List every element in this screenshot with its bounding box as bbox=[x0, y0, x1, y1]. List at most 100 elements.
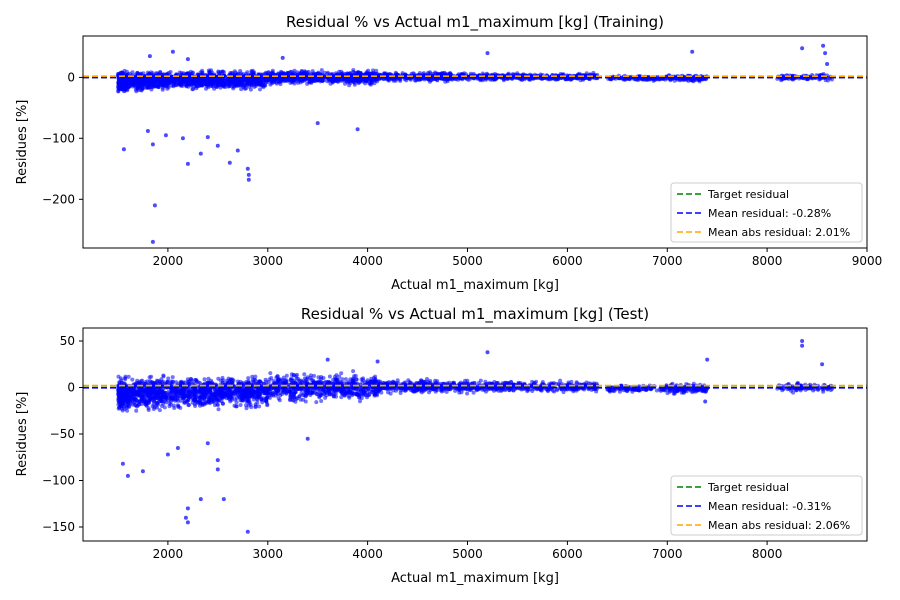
scatter-point bbox=[355, 127, 360, 132]
scatter-point bbox=[227, 83, 232, 88]
scatter-point bbox=[246, 394, 251, 399]
x-axis-label: Actual m1_maximum [kg] bbox=[391, 278, 559, 293]
scatter-point bbox=[201, 81, 206, 86]
scatter-point bbox=[246, 177, 251, 182]
scatter-point bbox=[160, 72, 165, 77]
legend: Target residual Mean residual: -0.28% Me… bbox=[670, 182, 863, 243]
scatter-point bbox=[121, 147, 126, 152]
scatter-point bbox=[690, 49, 695, 54]
scatter-point bbox=[186, 394, 191, 399]
scatter-point bbox=[147, 392, 152, 397]
scatter-point bbox=[185, 71, 190, 76]
scatter-point bbox=[161, 78, 166, 83]
scatter-point bbox=[197, 399, 202, 404]
scatter-point bbox=[145, 129, 150, 133]
y-tick-label: −100 bbox=[42, 131, 75, 145]
scatter-point bbox=[128, 81, 133, 86]
scatter-point bbox=[180, 136, 185, 141]
scatter-point bbox=[266, 70, 271, 75]
scatter-point bbox=[591, 70, 596, 75]
x-tick-label: 2000 bbox=[153, 254, 184, 268]
scatter-point bbox=[800, 46, 805, 51]
scatter-point bbox=[203, 400, 208, 405]
scatter-point bbox=[218, 378, 223, 383]
scatter-point bbox=[214, 394, 219, 399]
y-axis-label: Residues [%] bbox=[15, 100, 30, 185]
scatter-point bbox=[190, 87, 195, 92]
scatter-point bbox=[235, 148, 240, 153]
scatter-point bbox=[678, 77, 683, 82]
scatter-point bbox=[370, 78, 375, 83]
scatter-point bbox=[220, 401, 225, 406]
scatter-point bbox=[280, 55, 285, 60]
scatter-point bbox=[374, 68, 379, 73]
scatter-point bbox=[142, 388, 147, 393]
scatter-point bbox=[398, 78, 403, 83]
scatter-point bbox=[227, 391, 232, 396]
scatter-point bbox=[215, 84, 220, 89]
scatter-point bbox=[413, 78, 418, 83]
scatter-point bbox=[126, 77, 131, 82]
scatter-point bbox=[825, 62, 830, 66]
test-residual-plot: Residual % vs Actual m1_maximum [kg] (Te… bbox=[15, 305, 868, 586]
y-tick-label: −200 bbox=[42, 192, 75, 206]
scatter-point bbox=[490, 77, 495, 82]
scatter-point bbox=[642, 77, 647, 82]
scatter-point bbox=[172, 406, 177, 410]
scatter-point bbox=[134, 398, 139, 403]
scatter-point bbox=[417, 71, 422, 75]
scatter-point bbox=[123, 390, 127, 395]
scatter-point bbox=[337, 69, 342, 74]
scatter-point bbox=[192, 397, 197, 402]
legend-box bbox=[670, 182, 863, 243]
scatter-point bbox=[173, 393, 178, 398]
scatter-point bbox=[128, 393, 133, 398]
scatter-point bbox=[125, 408, 130, 413]
scatter-point bbox=[251, 71, 256, 76]
scatter-point bbox=[315, 121, 320, 126]
scatter-point bbox=[235, 80, 240, 85]
scatter-point bbox=[245, 166, 250, 171]
scatter-point bbox=[224, 80, 228, 85]
scatter-point bbox=[135, 79, 140, 84]
scatter-point bbox=[154, 78, 159, 83]
scatter-point bbox=[675, 77, 680, 82]
scatter-point bbox=[253, 80, 258, 85]
x-tick-label: 7000 bbox=[652, 254, 683, 268]
scatter-point bbox=[138, 399, 142, 404]
scatter-point bbox=[411, 71, 416, 76]
scatter-point bbox=[421, 73, 426, 78]
scatter-point bbox=[309, 79, 314, 84]
scatter-point bbox=[119, 378, 124, 383]
scatter-point bbox=[149, 396, 154, 401]
scatter-point bbox=[142, 394, 146, 399]
scatter-point bbox=[130, 377, 135, 382]
scatter-point bbox=[216, 388, 221, 393]
scatter-point bbox=[216, 407, 221, 412]
scatter-point bbox=[546, 77, 551, 82]
scatter-point bbox=[215, 403, 220, 407]
scatter-point bbox=[318, 79, 323, 84]
scatter-point bbox=[145, 85, 150, 89]
scatter-point bbox=[239, 71, 243, 76]
x-tick-label: 5000 bbox=[452, 254, 483, 268]
scatter-point bbox=[259, 388, 264, 392]
scatter-point bbox=[362, 77, 367, 82]
chart-title: Residual % vs Actual m1_maximum [kg] (Tr… bbox=[286, 13, 664, 32]
scatter-point bbox=[141, 381, 146, 386]
scatter-point bbox=[134, 408, 139, 413]
scatter-point bbox=[237, 394, 242, 399]
scatter-point bbox=[246, 172, 251, 177]
legend-label-target: Target residual bbox=[707, 188, 789, 201]
scatter-point bbox=[198, 151, 203, 156]
scatter-point bbox=[319, 68, 324, 73]
scatter-point bbox=[157, 408, 162, 413]
scatter-point bbox=[460, 72, 465, 77]
scatter-point bbox=[310, 69, 315, 74]
scatter-point bbox=[226, 376, 231, 381]
scatter-point bbox=[252, 388, 257, 393]
scatter-point bbox=[159, 377, 164, 382]
scatter-point bbox=[327, 72, 332, 77]
x-tick-label: 6000 bbox=[552, 254, 583, 268]
